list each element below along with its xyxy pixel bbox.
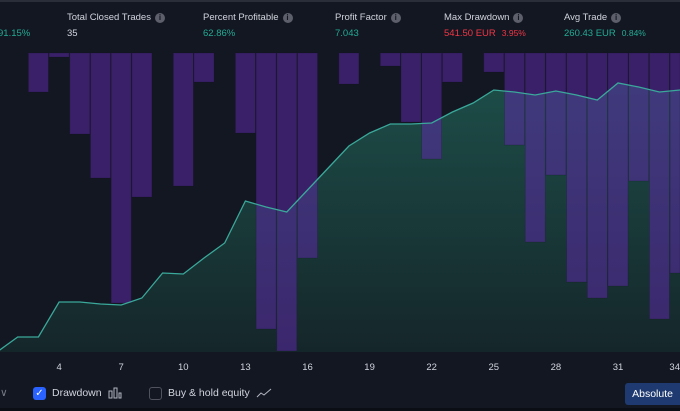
x-tick-label: 13 (240, 362, 251, 373)
drawdown-bar[interactable] (669, 52, 680, 274)
performance-summary: 91.15% Total Closed Trades i 35 Percent P… (0, 0, 680, 50)
drawdown-bar[interactable] (586, 52, 608, 299)
metric-percent-profitable: Percent Profitable i 62.86% (203, 12, 293, 39)
equity-line[interactable] (0, 82, 680, 352)
x-tick-label: 19 (364, 362, 375, 373)
metric-value: 260.43 EUR (564, 28, 616, 39)
metric-value: 541.50 EUR (444, 28, 496, 39)
metric-label: Percent Profitable (203, 12, 279, 23)
x-tick-label: 28 (550, 362, 562, 373)
drawdown-bar[interactable] (338, 52, 360, 85)
chart-controls: ∨ ✓ Drawdown Buy & hold equity Absolute (0, 383, 680, 405)
drawdown-label: Drawdown (52, 387, 102, 399)
metric-max-drawdown: Max Drawdown i 541.50 EUR 3.95% (444, 12, 526, 39)
drawdown-bar[interactable] (483, 52, 505, 73)
x-tick-label: 31 (612, 362, 624, 373)
chevron-down-icon[interactable]: ∨ (0, 387, 8, 399)
info-icon[interactable]: i (154, 12, 165, 23)
drawdown-bar[interactable] (193, 52, 215, 83)
metric-percent: 3.95% (501, 28, 526, 38)
metric-label: Max Drawdown (444, 12, 510, 23)
drawdown-bar[interactable] (524, 52, 546, 243)
drawdown-bar[interactable] (235, 52, 256, 134)
drawdown-bar[interactable] (628, 52, 650, 182)
metric-label: Avg Trade (564, 12, 608, 23)
metric-value: 7.043 (335, 28, 359, 39)
metric-total-closed-trades: Total Closed Trades i 35 (67, 12, 165, 39)
metric-label: Total Closed Trades (67, 12, 151, 23)
drawdown-bar[interactable] (400, 52, 422, 123)
info-icon[interactable]: i (390, 12, 401, 23)
drawdown-bar[interactable] (379, 52, 401, 67)
drawdown-bar[interactable] (504, 52, 525, 146)
drawdown-bar[interactable] (297, 52, 318, 259)
equity-area (0, 83, 680, 352)
x-tick-label: 22 (426, 362, 437, 373)
drawdown-bar[interactable] (173, 52, 194, 187)
drawdown-bar[interactable] (566, 52, 587, 283)
equity-drawdown-chart[interactable] (0, 50, 680, 355)
x-tick-label: 10 (178, 362, 189, 373)
x-tick-label: 25 (488, 362, 500, 373)
x-tick-label: 34 (669, 362, 680, 373)
x-axis: 4 7 10 13 16 19 22 25 28 31 34 (0, 362, 680, 376)
drawdown-bar[interactable] (48, 52, 70, 58)
info-icon[interactable]: i (611, 12, 622, 23)
x-tick-label: 16 (302, 362, 313, 373)
info-icon[interactable]: i (513, 12, 524, 23)
buy-hold-equity-toggle[interactable]: Buy & hold equity (149, 383, 272, 403)
info-icon[interactable]: i (282, 12, 293, 23)
drawdown-bar[interactable] (276, 52, 298, 352)
metric-value: 35 (67, 28, 78, 39)
metric-percent: 0.84% (621, 28, 646, 38)
drawdown-bar[interactable] (255, 52, 277, 330)
metric-value: 62.86% (203, 28, 236, 39)
drawdown-toggle[interactable]: ✓ Drawdown (33, 383, 122, 403)
bar-chart-icon (108, 387, 122, 399)
line-chart-icon (256, 388, 272, 398)
x-tick-label: 4 (56, 362, 62, 373)
metric-net-profit-pct: 91.15% (0, 12, 30, 39)
drawdown-bar[interactable] (545, 52, 567, 176)
drawdown-bar[interactable] (69, 52, 91, 135)
divider (0, 408, 680, 411)
buy-hold-label: Buy & hold equity (168, 387, 250, 399)
x-tick-label: 7 (118, 362, 124, 373)
drawdown-bar[interactable] (442, 52, 463, 83)
drawdown-bar[interactable] (649, 52, 670, 320)
drawdown-checkbox[interactable]: ✓ (33, 386, 46, 400)
drawdown-bar[interactable] (110, 52, 132, 304)
buy-hold-checkbox[interactable] (149, 386, 162, 400)
metric-profit-factor: Profit Factor i 7.043 (335, 12, 401, 39)
absolute-button[interactable]: Absolute (625, 383, 680, 405)
metric-avg-trade: Avg Trade i 260.43 EUR 0.84% (564, 12, 646, 39)
metric-label: Profit Factor (335, 12, 387, 23)
drawdown-bar[interactable] (131, 52, 153, 198)
drawdown-bar[interactable] (421, 52, 443, 160)
drawdown-bar[interactable] (90, 52, 111, 179)
drawdown-bar[interactable] (607, 52, 629, 287)
metric-value: 91.15% (0, 28, 31, 39)
drawdown-bar[interactable] (28, 52, 49, 93)
